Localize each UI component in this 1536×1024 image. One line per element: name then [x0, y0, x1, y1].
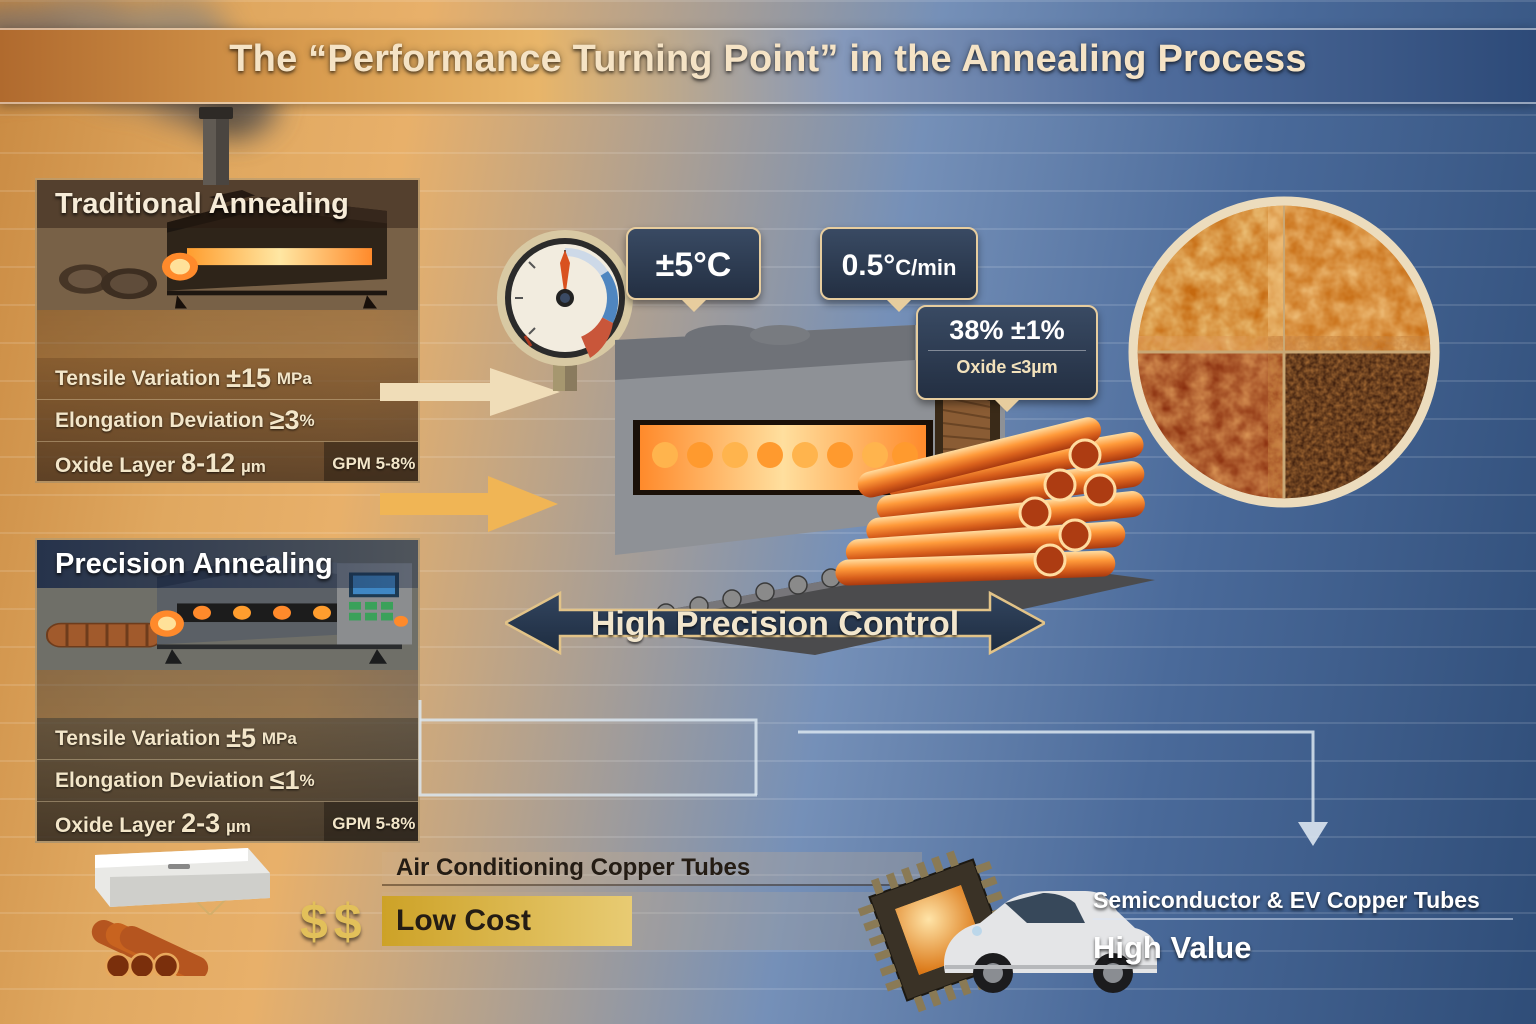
svg-text:High Precision Control: High Precision Control [591, 605, 959, 643]
